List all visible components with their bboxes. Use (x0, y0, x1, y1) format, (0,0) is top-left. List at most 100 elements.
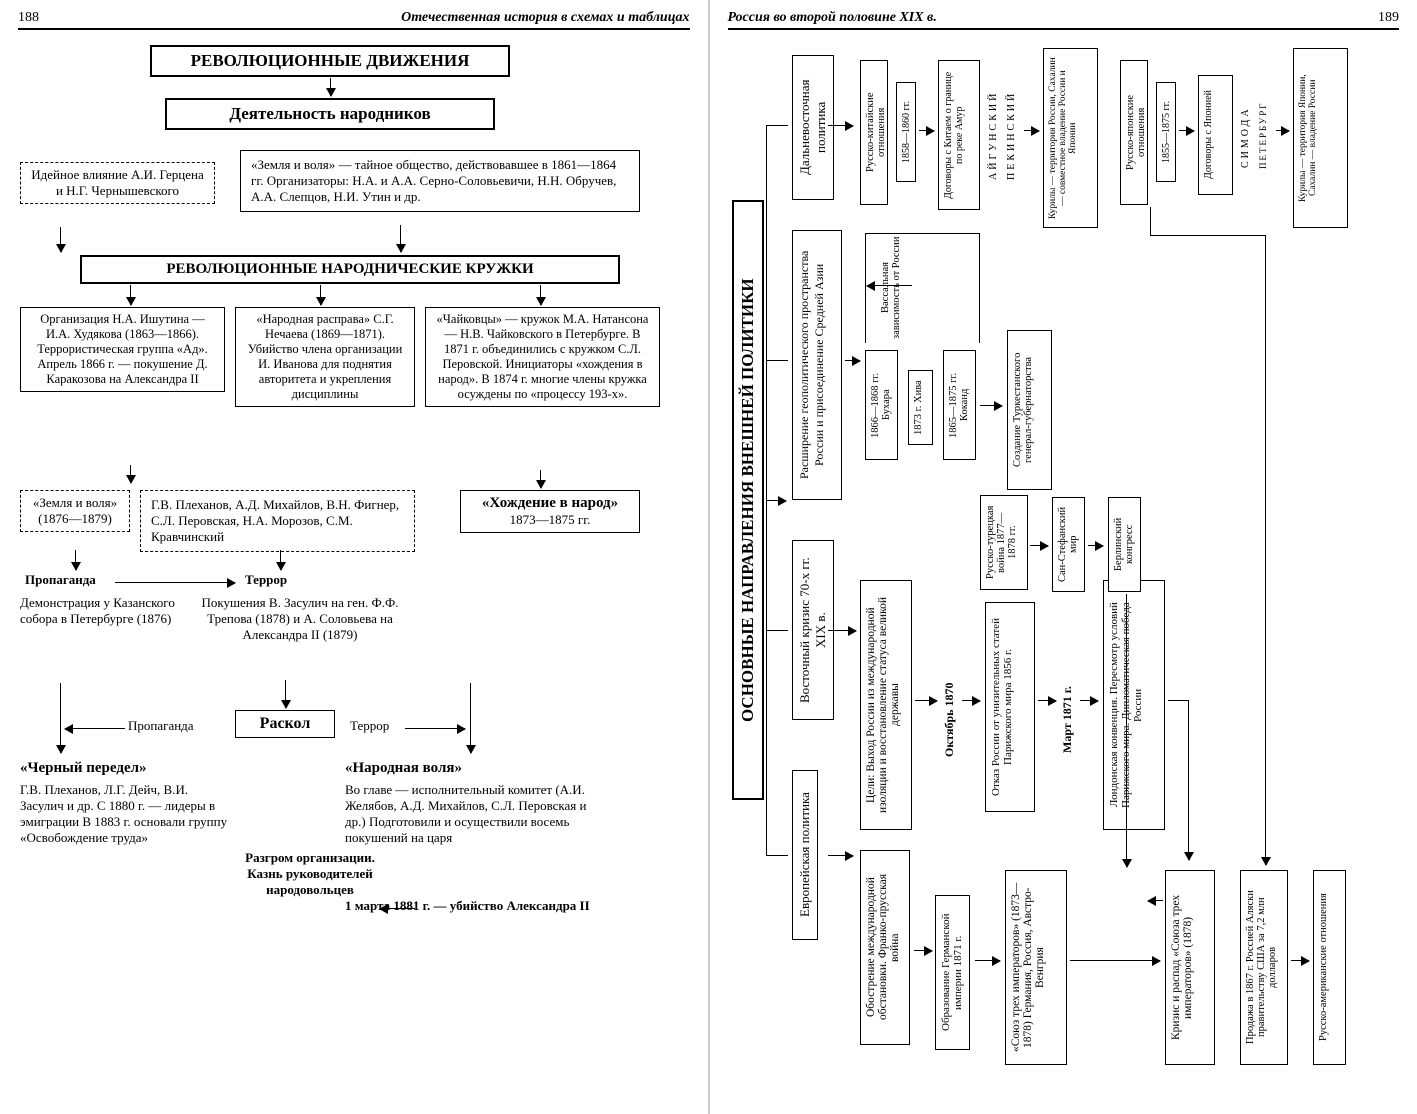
arrow (330, 78, 331, 96)
arrow (1088, 545, 1103, 546)
arrow (75, 550, 76, 570)
txt-pokusheniya: Покушения В. Засулич на ген. Ф.Ф. Трепов… (200, 595, 400, 643)
txt-cherny: Г.В. Плеханов, Л.Г. Дейч, В.И. Засулич и… (20, 782, 230, 846)
box-rk-years: 1858—1860 гг. (896, 82, 916, 182)
arrow (1070, 960, 1160, 961)
line (766, 125, 788, 126)
txt: «Чайковцы» — кружок М.А. Натансона — Н.В… (437, 312, 649, 401)
txt-march1881: 1 марта 1881 г. — убийство Александра II (345, 898, 605, 914)
arrow (915, 700, 937, 701)
arrow (1265, 235, 1266, 865)
box-german: Образование Германской империи 1871 г. (935, 895, 970, 1050)
box-nechaev: «Народная расправа» С.Г. Нечаева (1869—1… (235, 307, 415, 407)
book-title-r: Россия во второй половине XIX в. (728, 10, 937, 26)
arrow (130, 465, 131, 483)
box-fareast: Дальневосточная политика (792, 55, 834, 200)
box-turkestan: Создание Туркестанского генерал-губернат… (1007, 330, 1052, 490)
arrow (65, 728, 125, 729)
txt: «Народная расправа» С.Г. Нечаева (1869—1… (248, 312, 403, 401)
text-zv: «Земля и воля» — тайное общество, действ… (251, 157, 616, 204)
txt: Организация Н.А. Ишутина — И.А. Худякова… (37, 312, 208, 386)
box-founders: Г.В. Плеханов, А.Д. Михайлов, В.Н. Фигне… (140, 490, 415, 552)
arrow (115, 582, 235, 583)
box-sanstefan: Сан-Стефанский мир (1052, 497, 1085, 592)
arrow (828, 855, 853, 856)
line (766, 630, 788, 631)
box-kruzhki: РЕВОЛЮЦИОННЫЕ НАРОДНИЧЕСКИЕ КРУЖКИ (80, 255, 620, 284)
arrow (400, 225, 401, 252)
txt-razgrom: Разгром организации. Казнь руководителей… (245, 850, 375, 898)
arrow (845, 360, 860, 361)
box-kokand: 1865—1875 гг. Коканд (943, 350, 976, 460)
arrow (828, 630, 856, 631)
page-num: 188 (18, 10, 39, 26)
arrow (60, 227, 61, 252)
arrow (540, 285, 541, 305)
label-propaganda2: Пропаганда (128, 718, 194, 734)
line (766, 360, 788, 361)
book-title: Отечественная история в схемах и таблица… (401, 10, 689, 26)
txt: 1873—1875 гг. (510, 512, 591, 527)
arrow (1024, 130, 1039, 131)
box-berlin: Берлинский конгресс (1108, 497, 1141, 592)
label-terror: Террор (245, 572, 287, 588)
arrow (285, 680, 286, 708)
box-rk-rel: Русско-китайские отношения (860, 60, 888, 205)
arrow (1038, 700, 1056, 701)
box-raskol: Раскол (235, 710, 335, 738)
line (1168, 700, 1188, 701)
box-khiva: 1873 г. Хива (908, 370, 933, 445)
txt-pekin: ПЕКИНСКИЙ (1006, 60, 1017, 210)
title-cherny: «Черный передел» (20, 760, 147, 777)
line (1150, 235, 1265, 236)
arrow (828, 125, 853, 126)
bracket-vassal (865, 233, 980, 343)
box-kitai: Договоры с Китаем о границе по реке Амур (938, 60, 980, 210)
arrow (1030, 545, 1048, 546)
box-main-title: ОСНОВНЫЕ НАПРАВЛЕНИЯ ВНЕШНЕЙ ПОЛИТИКИ (732, 200, 764, 800)
line (766, 125, 767, 855)
label-terror2: Террор (350, 718, 389, 734)
box-narodniki: Деятельность народников (165, 98, 495, 130)
txt: «Хождение в народ» (482, 495, 618, 511)
box-chaikovtsy: «Чайковцы» — кружок М.А. Натансона — Н.В… (425, 307, 660, 407)
box-goals: Цели: Выход России из международной изол… (860, 580, 912, 830)
arrow (766, 500, 786, 501)
box-rj-years: 1855—1875 гг. (1156, 82, 1176, 182)
box-rtwar2: Русско-турецкая война 1877—1878 гг. (980, 495, 1028, 590)
arrow (962, 700, 980, 701)
box-soyuz3: «Союз трех императоров» (1873—1878) Герм… (1005, 870, 1067, 1065)
box-japan: Договоры с Японией (1198, 75, 1233, 195)
box-zv7679: «Земля и воля» (1876—1879) (20, 490, 130, 532)
box-zemlya-volya-1861: «Земля и воля» — тайное общество, действ… (240, 150, 640, 212)
line (766, 855, 788, 856)
title-narvolya: «Народная воля» (345, 760, 462, 777)
arrow (1080, 700, 1098, 701)
label-propaganda: Пропаганда (25, 572, 96, 588)
box-khozhdenie: «Хождение в народ» 1873—1875 гг. (460, 490, 640, 533)
arrow (470, 683, 471, 753)
txt-aigun: АЙГУНСКИЙ (988, 60, 999, 210)
arrow (1148, 900, 1163, 901)
arrow (1179, 130, 1194, 131)
header-right: Россия во второй половине XIX в. 189 (728, 10, 1400, 30)
arrow (405, 728, 465, 729)
box-krizis-raspad: Кризис и распад «Союза трех императоров»… (1165, 870, 1215, 1065)
box-rev-movements: РЕВОЛЮЦИОННЫЕ ДВИЖЕНИЯ (150, 45, 510, 77)
arrow (975, 960, 1000, 961)
box-kurily1: Курилы — территория России, Сахалин — со… (1043, 48, 1098, 228)
box-asia: Расширение геополитического пространства… (792, 230, 842, 500)
arrow (1291, 960, 1309, 961)
line (1150, 207, 1151, 235)
arrow (1188, 700, 1189, 860)
arrow (540, 470, 541, 488)
header-left: 188 Отечественная история в схемах и таб… (18, 10, 690, 30)
box-euro: Европейская политика (792, 770, 818, 940)
arrow (919, 130, 934, 131)
arrow (980, 405, 1002, 406)
page-189: Россия во второй половине XIX в. 189 ОСН… (709, 0, 1417, 1114)
box-alaska: Продажа в 1867 г. Россией Аляски правите… (1240, 870, 1288, 1065)
arrow (60, 683, 61, 753)
box-ishutin: Организация Н.А. Ишутина — И.А. Худякова… (20, 307, 225, 392)
box-london: Лондонская конвенция. Пересмотр условий … (1103, 580, 1165, 830)
